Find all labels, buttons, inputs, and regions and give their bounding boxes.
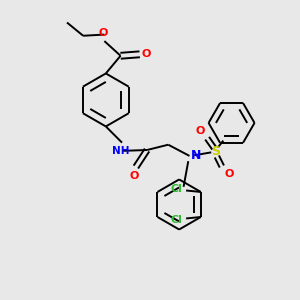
Text: N: N [190, 149, 201, 162]
Text: O: O [224, 169, 234, 179]
Text: O: O [195, 126, 205, 136]
Text: NH: NH [112, 146, 129, 156]
Text: O: O [98, 28, 108, 38]
Text: Cl: Cl [170, 184, 182, 194]
Text: Cl: Cl [170, 215, 182, 225]
Text: O: O [130, 171, 139, 181]
Text: O: O [142, 49, 151, 59]
Text: S: S [212, 145, 220, 158]
